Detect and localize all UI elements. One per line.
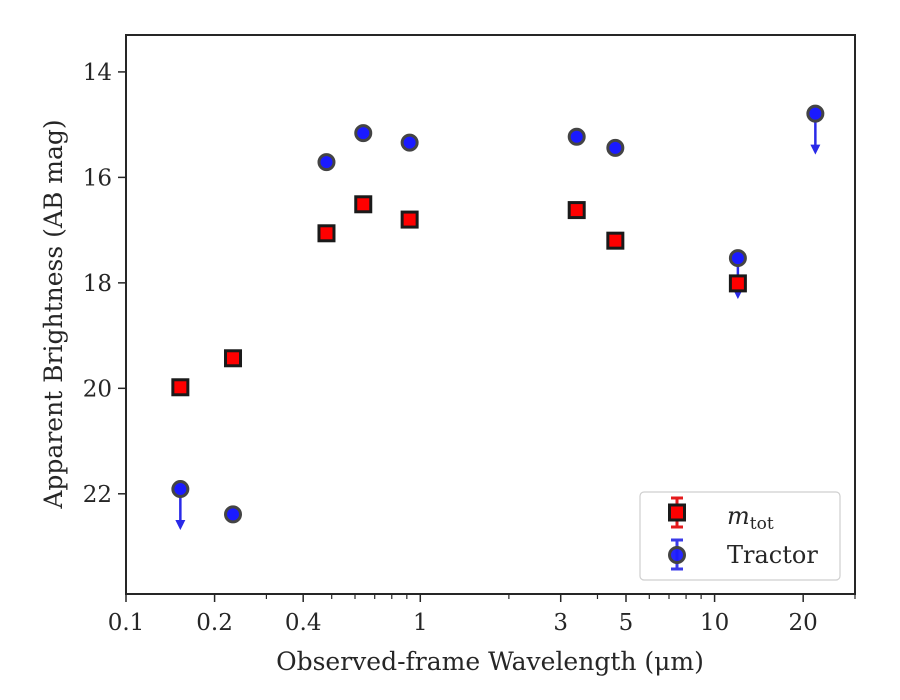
plot-frame: [125, 34, 856, 595]
mtot-point: [728, 274, 747, 293]
tractor-point: [567, 127, 586, 146]
x-axis-label: Observed-frame Wavelength (μm): [276, 647, 704, 676]
mtot-point: [354, 195, 373, 214]
mtot-point: [171, 378, 190, 397]
tractor-point: [171, 480, 190, 499]
legend-mtot-label: mtot: [727, 502, 774, 534]
y-tick-label: 16: [83, 165, 112, 191]
x-tick-label: 1: [413, 610, 428, 636]
x-tick-label: 5: [619, 610, 634, 636]
mtot-point: [317, 224, 336, 243]
x-tick-label: 10: [700, 610, 729, 636]
mtot-point: [567, 201, 586, 220]
tractor-point: [400, 133, 419, 152]
legend-mtot-marker: [668, 496, 686, 529]
tractor-point: [317, 153, 336, 172]
legend-box: [639, 491, 841, 581]
x-tick-label: 3: [553, 610, 568, 636]
y-axis-label: Apparent Brightness (AB mag): [39, 119, 68, 509]
mtot-point: [606, 231, 625, 250]
legend-mtot-main: m: [727, 502, 750, 530]
x-tick-label: 0.4: [285, 610, 322, 636]
x-tick-label: 0.2: [196, 610, 233, 636]
tractor-point: [224, 505, 243, 524]
x-tick-label: 20: [789, 610, 818, 636]
y-tick-label: 22: [83, 482, 112, 508]
x-tick-label: 0.1: [108, 610, 145, 636]
tractor-point: [806, 104, 825, 123]
y-tick-label: 20: [83, 376, 112, 402]
tractor-point: [728, 249, 747, 268]
tractor-point: [606, 138, 625, 157]
legend-tractor-label: Tractor: [727, 541, 818, 569]
mtot-point: [224, 349, 243, 368]
legend-tractor-marker: [668, 538, 686, 571]
legend: mtot Tractor: [639, 491, 841, 581]
legend-mtot-subscript: tot: [750, 514, 774, 534]
tractor-point: [354, 124, 373, 143]
y-tick-label: 14: [83, 60, 112, 86]
mtot-point: [400, 210, 419, 229]
y-tick-label: 18: [83, 271, 112, 297]
